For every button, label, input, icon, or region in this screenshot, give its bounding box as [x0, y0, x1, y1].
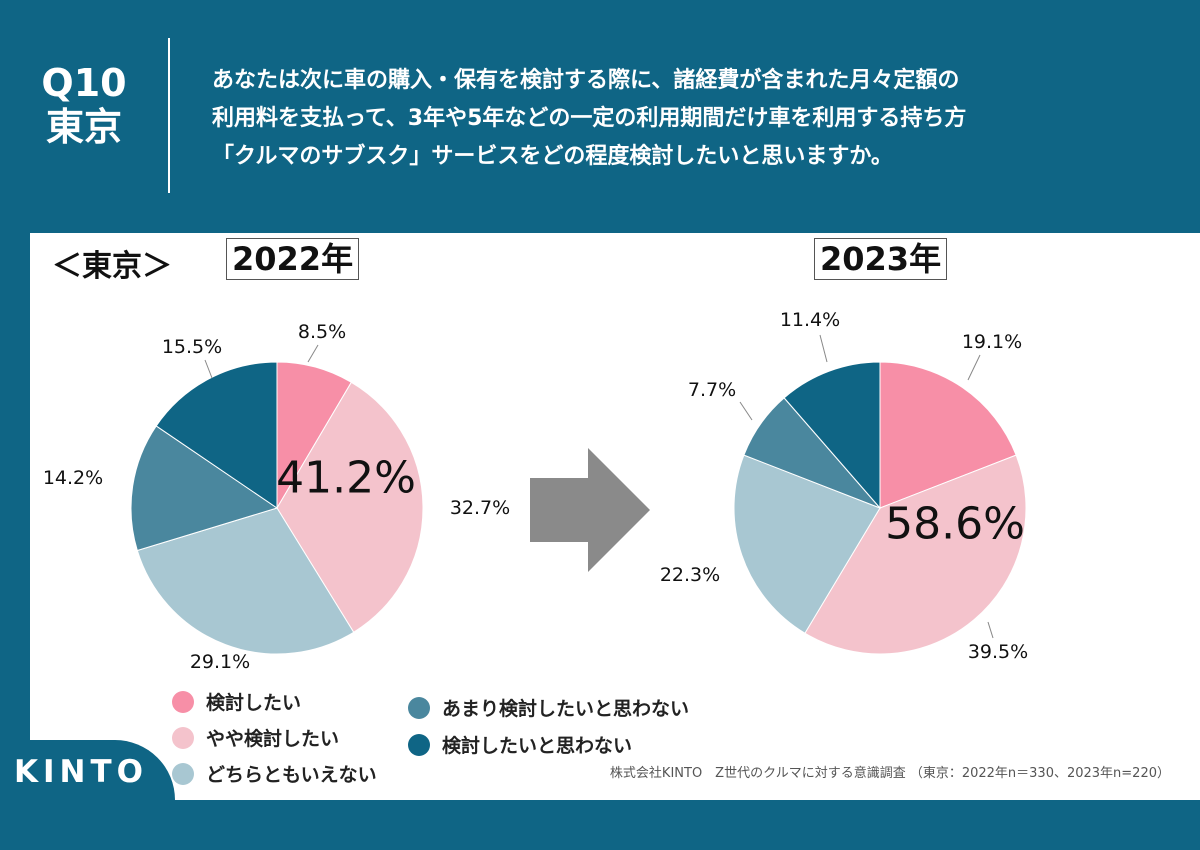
pct-label: 14.2% — [42, 467, 104, 489]
leader-line — [739, 401, 753, 421]
legend-label: あまり検討したいと思わない — [442, 698, 690, 720]
pct-label: 39.5% — [967, 641, 1029, 663]
header: Q10 東京 あなたは次に車の購入・保有を検討する際に、諸経費が含まれた月々定額… — [0, 0, 1200, 230]
pct-label: 29.1% — [189, 651, 251, 673]
legend-item: 検討したい — [172, 688, 301, 715]
legend-label: 検討したい — [206, 692, 302, 714]
legend-item: 検討したいと思わない — [408, 731, 632, 758]
pie-slice — [136, 507, 355, 655]
pct-label: 15.5% — [161, 336, 223, 358]
kinto-logo: KINTO — [14, 754, 148, 790]
legend-item: どちらともいえない — [172, 760, 377, 787]
pie-slice — [879, 361, 1017, 509]
legend-item: やや検討したい — [172, 724, 339, 751]
question-region: 東京 — [45, 104, 122, 149]
pct-label: 11.4% — [779, 309, 841, 331]
question-id: Q10 東京 — [0, 61, 168, 149]
question-line: 利用料を支払って、3年や5年などの一定の利用期間だけ車を利用する持ち方 — [212, 106, 967, 131]
question-line: あなたは次に車の購入・保有を検討する際に、諸経費が含まれた月々定額の — [212, 68, 960, 93]
question-line: 「クルマのサブスク」サービスをどの程度検討したいと思いますか。 — [212, 144, 893, 169]
pie-slice — [130, 425, 279, 552]
pie-chart-2022 — [130, 361, 424, 655]
pct-label: 19.1% — [961, 331, 1023, 353]
legend-label: 検討したいと思わない — [442, 735, 633, 757]
legend-label: やや検討したい — [206, 728, 340, 750]
pct-label: 7.7% — [687, 379, 737, 401]
pie-slice — [155, 361, 278, 509]
legend-swatch — [408, 696, 430, 719]
pie-slice — [804, 454, 1027, 655]
pie-slice — [733, 454, 881, 634]
legend-item: あまり検討したいと思わない — [408, 694, 689, 721]
leader-line — [819, 334, 828, 363]
year-label-2022: 2022年 — [226, 238, 360, 280]
region-label: ＜東京＞ — [52, 249, 172, 284]
leader-lines — [204, 334, 994, 639]
highlight-pct-2022: 41.2% — [276, 452, 416, 504]
pct-label: 22.3% — [659, 564, 721, 586]
pie-slice — [276, 381, 424, 633]
arrow-icon — [530, 448, 650, 572]
source-note: 株式会社KINTO Z世代のクルマに対する意識調査 （東京：2022年n＝330… — [609, 766, 1170, 781]
leader-line — [987, 621, 994, 639]
pct-label: 8.5% — [297, 321, 347, 343]
leader-line — [204, 359, 213, 379]
legend-swatch — [172, 762, 194, 785]
year-label-2023: 2023年 — [814, 238, 948, 280]
pie-chart-2023 — [733, 361, 1027, 655]
legend-swatch — [172, 690, 194, 713]
highlight-pct-2023: 58.6% — [885, 498, 1025, 550]
pie-charts — [130, 334, 1027, 655]
leader-line — [967, 354, 981, 381]
legend-swatch — [408, 733, 430, 756]
header-divider — [168, 38, 170, 193]
legend-swatch — [172, 726, 194, 749]
question-number: Q10 — [41, 61, 127, 105]
pct-label: 32.7% — [449, 497, 511, 519]
question-text: あなたは次に車の購入・保有を検討する際に、諸経費が含まれた月々定額の 利用料を支… — [212, 62, 1187, 176]
leader-line — [307, 344, 319, 363]
pie-slice — [783, 361, 881, 510]
legend-label: どちらともいえない — [206, 764, 377, 786]
